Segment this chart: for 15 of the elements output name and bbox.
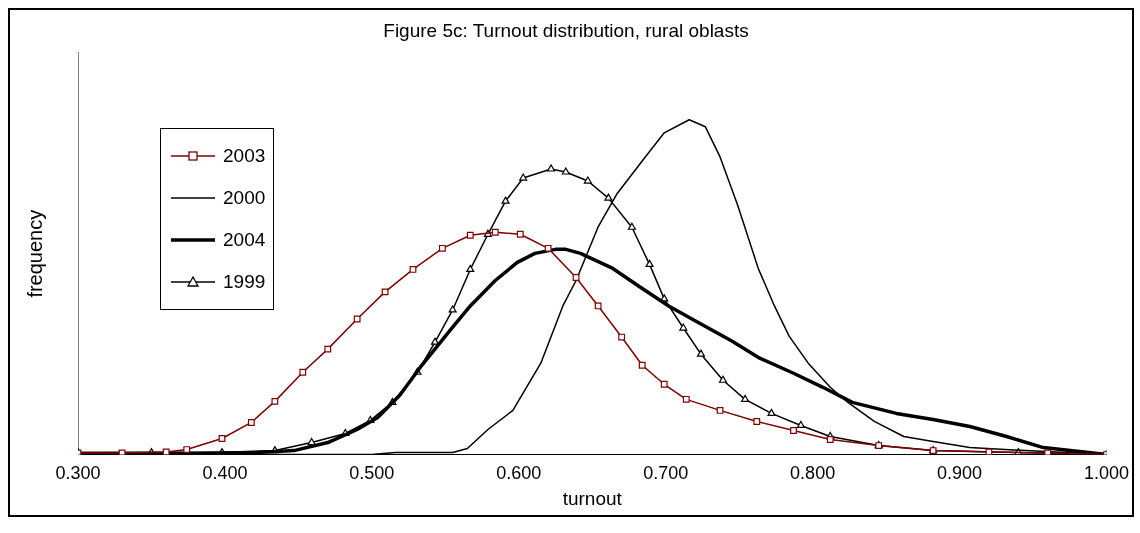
chart-title: Figure 5c: Turnout distribution, rural oblasts [383,19,749,41]
legend-label: 2003 [223,145,266,167]
x-tick-label: 0.600 [496,463,542,484]
legend-label: 2004 [223,229,266,251]
legend-label: 2000 [223,187,266,209]
x-tick-label: 0.800 [790,463,836,484]
y-axis-title: frequency [23,209,46,298]
x-tick-label: 0.900 [937,463,983,484]
x-tick-label: 0.700 [643,463,689,484]
x-tick-label: 1.000 [1083,463,1129,484]
x-tick-label: 0.400 [202,463,248,484]
x-tick-label: 0.500 [349,463,395,484]
x-axis-title: turnout [562,487,623,509]
x-tick-label: 0.300 [55,463,101,484]
legend-label: 1999 [223,271,266,293]
